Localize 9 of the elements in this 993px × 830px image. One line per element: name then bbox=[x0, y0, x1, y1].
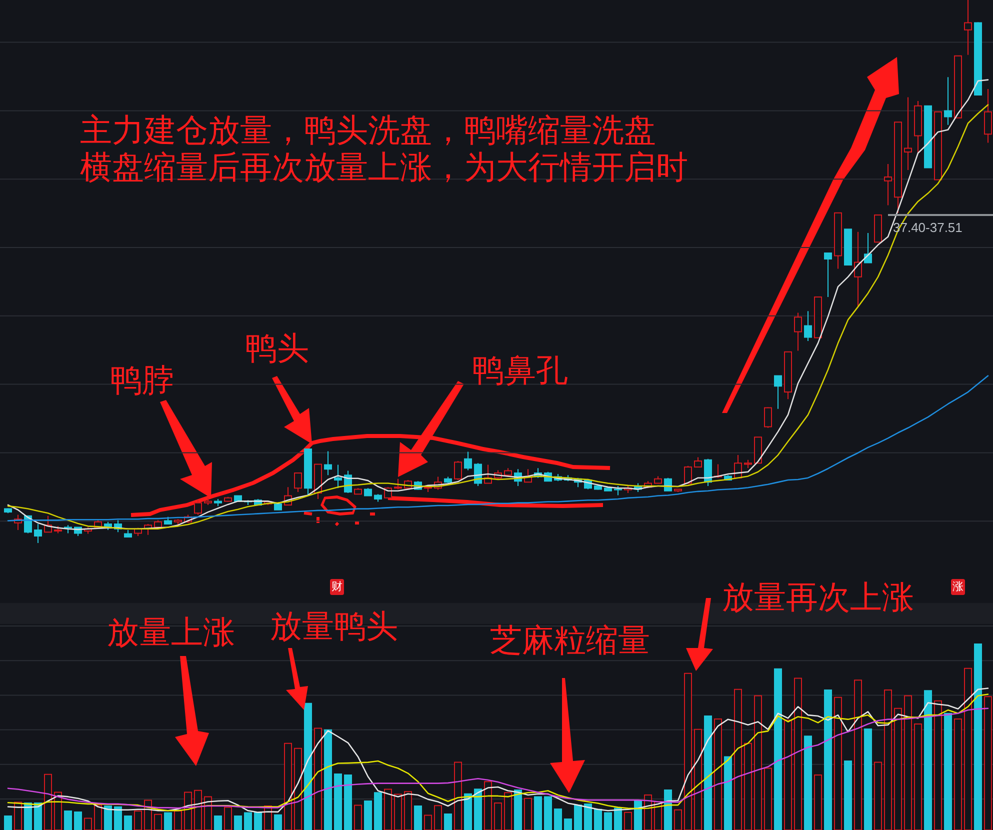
annotation: 主力建仓放量，鸭头洗盘，鸭嘴缩量洗盘 bbox=[80, 111, 656, 149]
text: 放量再次上涨 bbox=[722, 578, 914, 616]
annotation: 鸭头 bbox=[245, 329, 309, 367]
annotation: 鸭脖 bbox=[110, 361, 174, 399]
annotation: 放量上涨 bbox=[107, 613, 235, 651]
annotation: 鸭鼻孔 bbox=[472, 351, 568, 389]
annotation: 横盘缩量后再次放量上涨，为大行情开启时 bbox=[80, 148, 688, 186]
annotation: 芝麻粒缩量 bbox=[490, 621, 650, 659]
annotation: 放量鸭头 bbox=[270, 607, 398, 645]
